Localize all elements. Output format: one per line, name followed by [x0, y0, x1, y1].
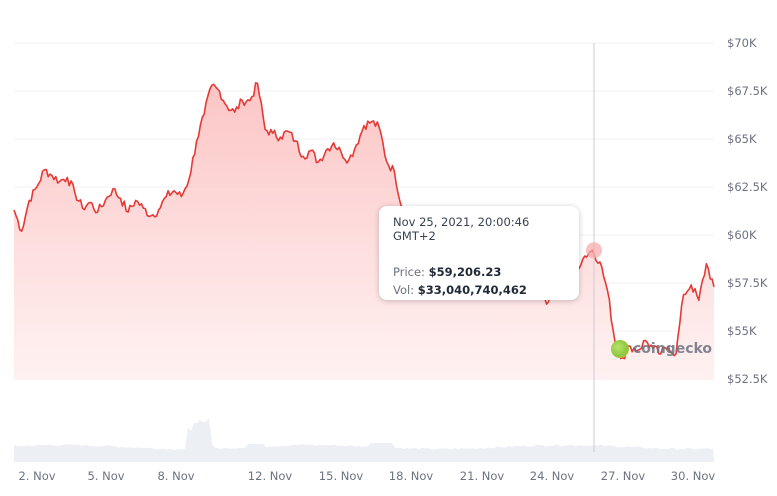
y-tick-label: $65K — [727, 132, 757, 146]
volume-area — [14, 418, 714, 462]
x-tick-label: 18. Nov — [388, 469, 434, 483]
x-tick-label: 15. Nov — [318, 469, 364, 483]
y-tick-label: $62.5K — [727, 180, 768, 194]
x-tick-label: 12. Nov — [247, 469, 293, 483]
tooltip-price-value: $59,206.23 — [428, 265, 502, 279]
x-tick-label: 27. Nov — [600, 469, 646, 483]
y-tick-label: $60K — [727, 228, 757, 242]
price-line[interactable] — [13, 82, 715, 360]
y-tick-label: $70K — [727, 36, 757, 50]
tooltip-price-label: Price: — [393, 265, 425, 279]
x-tick-label: 30. Nov — [670, 469, 716, 483]
watermark-text: coingecko — [633, 341, 713, 357]
y-tick-label: $55K — [727, 324, 757, 338]
y-tick-label: $57.5K — [727, 276, 768, 290]
y-tick-label: $52.5K — [727, 372, 768, 386]
x-tick-label: 5. Nov — [87, 469, 125, 483]
tooltip-volume-label: Vol: — [393, 283, 415, 297]
tooltip-price-row: Price: $59,206.23 — [393, 265, 565, 279]
x-tick-label: 21. Nov — [459, 469, 505, 483]
hover-point-marker — [586, 242, 602, 259]
tooltip-date: Nov 25, 2021, 20:00:46 GMT+2 — [393, 215, 530, 243]
tooltip-volume-value: $33,040,740,462 — [417, 283, 527, 297]
coingecko-watermark: coingecko — [611, 340, 712, 358]
price-area-fill — [14, 82, 714, 381]
gecko-logo-icon — [611, 340, 629, 358]
chart-tooltip: Nov 25, 2021, 20:00:46 GMT+2 Price: $59,… — [379, 206, 579, 300]
tooltip-volume-row: Vol: $33,040,740,462 — [393, 283, 565, 297]
y-tick-label: $67.5K — [727, 84, 768, 98]
x-tick-label: 2. Nov — [18, 469, 56, 483]
x-tick-label: 24. Nov — [529, 469, 575, 483]
x-tick-label: 8. Nov — [157, 469, 195, 483]
